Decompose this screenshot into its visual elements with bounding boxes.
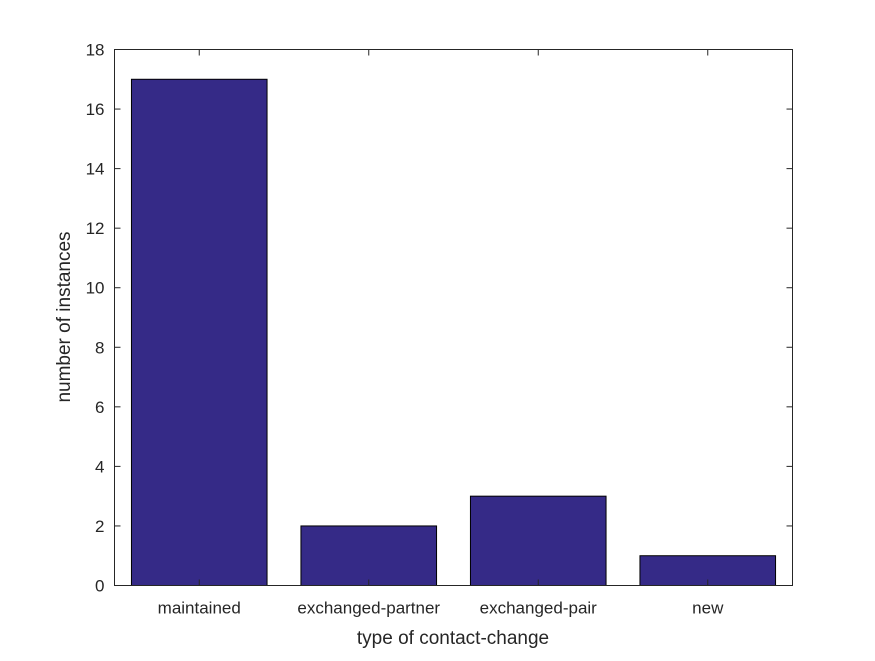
x-tick-label: exchanged-pair <box>480 599 598 618</box>
x-axis-label: type of contact-change <box>357 628 549 649</box>
bar-exchanged-partner <box>300 525 438 587</box>
y-tick-label: 0 <box>95 577 104 596</box>
x-tick-label: exchanged-partner <box>297 599 440 618</box>
y-tick-label: 18 <box>86 41 105 60</box>
y-tick-label: 6 <box>95 398 104 417</box>
x-tick-label: new <box>692 599 724 618</box>
bars <box>130 78 777 587</box>
y-tick-label: 8 <box>95 338 104 357</box>
y-tick-label: 12 <box>86 219 105 238</box>
y-tick-label: 14 <box>86 160 105 179</box>
y-tick-label: 16 <box>86 100 105 119</box>
bar-maintained <box>130 78 268 587</box>
x-axis: maintained exchanged-partner exchanged-pai… <box>158 49 724 618</box>
y-axis: 0 2 4 6 8 10 12 14 16 18 <box>86 41 793 596</box>
y-tick-label: 4 <box>95 457 104 476</box>
y-tick-label: 10 <box>86 279 105 298</box>
bar-exchanged-pair <box>469 495 607 586</box>
x-tick-label: maintained <box>158 599 241 618</box>
y-axis-label: number of instances <box>54 231 75 402</box>
y-tick-label: 2 <box>95 517 104 536</box>
axes-box <box>114 49 793 586</box>
